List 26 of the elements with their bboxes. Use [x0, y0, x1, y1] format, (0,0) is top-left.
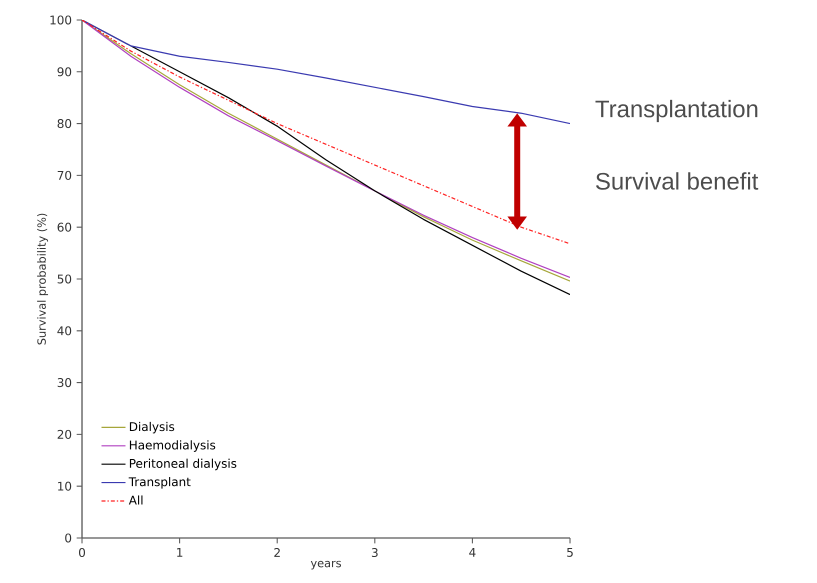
y-tick-label: 50 — [58, 274, 72, 284]
y-tick-label: 30 — [58, 378, 72, 388]
y-tick-label: 70 — [58, 170, 72, 180]
text: Survival benefit — [596, 172, 758, 190]
legend-label: Peritoneal dialysis — [130, 458, 236, 470]
x-tick-label: 0 — [78, 548, 86, 558]
x-tick-label: 5 — [567, 548, 573, 557]
legend-label: Dialysis — [130, 422, 174, 434]
text: Transplantation — [595, 100, 758, 122]
legend-label: Transplant — [128, 477, 191, 489]
y-tick-label: 40 — [57, 326, 72, 336]
y-tick-label: 60 — [58, 222, 72, 232]
x-axis-title: years — [310, 560, 341, 570]
y-tick-label: 100 — [50, 15, 72, 24]
y-tick-label: 10 — [58, 482, 72, 491]
x-tick-label: 1 — [177, 548, 182, 557]
x-tick-label: 4 — [469, 548, 476, 557]
y-axis-title: Survival probability (%) — [37, 214, 48, 344]
y-tick-label: 90 — [58, 67, 72, 76]
y-tick-label: 20 — [58, 430, 72, 439]
y-tick-label: 80 — [58, 119, 72, 128]
legend-label: All — [128, 495, 142, 505]
y-tick-label: 0 — [65, 533, 72, 543]
x-tick-label: 3 — [372, 548, 378, 558]
x-tick-label: 2 — [274, 548, 280, 557]
legend-label: Haemodialysis — [130, 440, 216, 452]
